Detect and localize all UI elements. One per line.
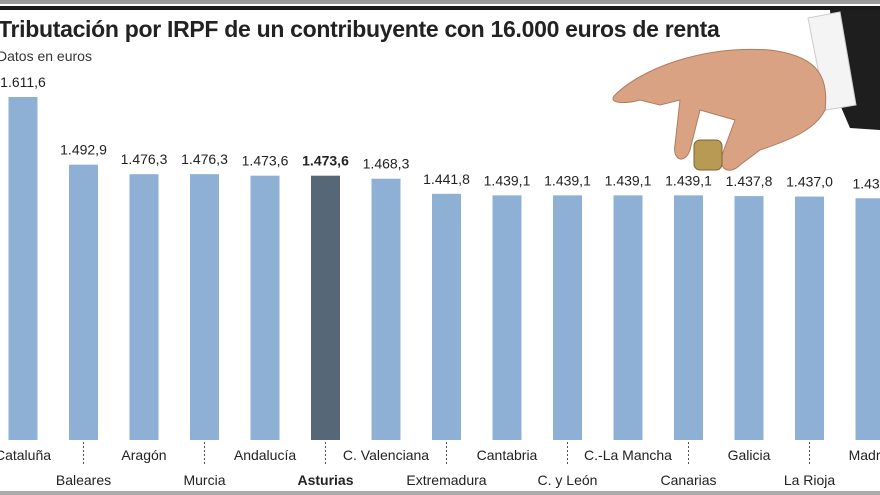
- bar-13: [795, 196, 824, 440]
- bar-9: [553, 195, 582, 440]
- value-label: 1.437,0: [786, 174, 833, 190]
- category-label: C. Valenciana: [343, 447, 429, 463]
- category-label: Cataluña: [0, 447, 51, 463]
- bar-14: [855, 198, 880, 440]
- category-label: Baleares: [56, 472, 111, 488]
- category-label: C.-La Mancha: [584, 447, 672, 463]
- chart-title: Tributación por IRPF de un contribuyente…: [0, 16, 720, 42]
- category-label: Cantabria: [477, 447, 538, 463]
- category-label: Canarias: [660, 472, 716, 488]
- bar-0: [8, 97, 38, 440]
- bar-2: [129, 174, 159, 440]
- category-label: Murcia: [183, 472, 225, 488]
- category-label: La Rioja: [784, 472, 836, 488]
- category-label: Asturias: [297, 472, 353, 488]
- value-label: 1.468,3: [363, 156, 410, 172]
- value-label: 1.437,8: [726, 173, 773, 189]
- value-label: 1.476,3: [181, 151, 228, 167]
- value-label: 1.439,1: [605, 172, 652, 188]
- value-label: 1.476,3: [121, 151, 168, 167]
- value-label: 1.492,9: [60, 142, 107, 158]
- bar-1: [69, 164, 98, 440]
- category-label: Andalucía: [234, 447, 296, 463]
- bar-4: [250, 175, 280, 441]
- bottom-rule: [0, 491, 880, 495]
- value-label: 1.441,8: [423, 171, 470, 187]
- category-label: Aragón: [121, 447, 166, 463]
- top-rule: [0, 0, 880, 4]
- value-label: 1.473,6: [242, 153, 289, 169]
- bar-12: [734, 196, 764, 440]
- category-label: Galicia: [728, 447, 771, 463]
- value-label: 1.439,1: [544, 172, 591, 188]
- bar-5: [311, 175, 340, 441]
- bar-7: [432, 193, 461, 440]
- value-label: 1.473,6: [302, 153, 349, 169]
- category-label: Extremadura: [406, 472, 486, 488]
- bar-3: [190, 174, 219, 440]
- top-rule-dark: [0, 6, 880, 10]
- category-label: Madrid: [849, 447, 880, 463]
- bar-10: [613, 195, 643, 440]
- bar-11: [674, 195, 703, 440]
- category-label: C. y León: [538, 472, 598, 488]
- hand-with-coins-illustration: [612, 10, 880, 171]
- value-label: 1.611,6: [0, 74, 46, 90]
- bar-8: [492, 195, 522, 440]
- value-label: 1.439,1: [484, 172, 531, 188]
- chart-subtitle: Datos en euros: [0, 48, 92, 64]
- value-label: 1.434: [852, 175, 880, 191]
- bar-6: [371, 178, 401, 440]
- value-label: 1.439,1: [665, 172, 712, 188]
